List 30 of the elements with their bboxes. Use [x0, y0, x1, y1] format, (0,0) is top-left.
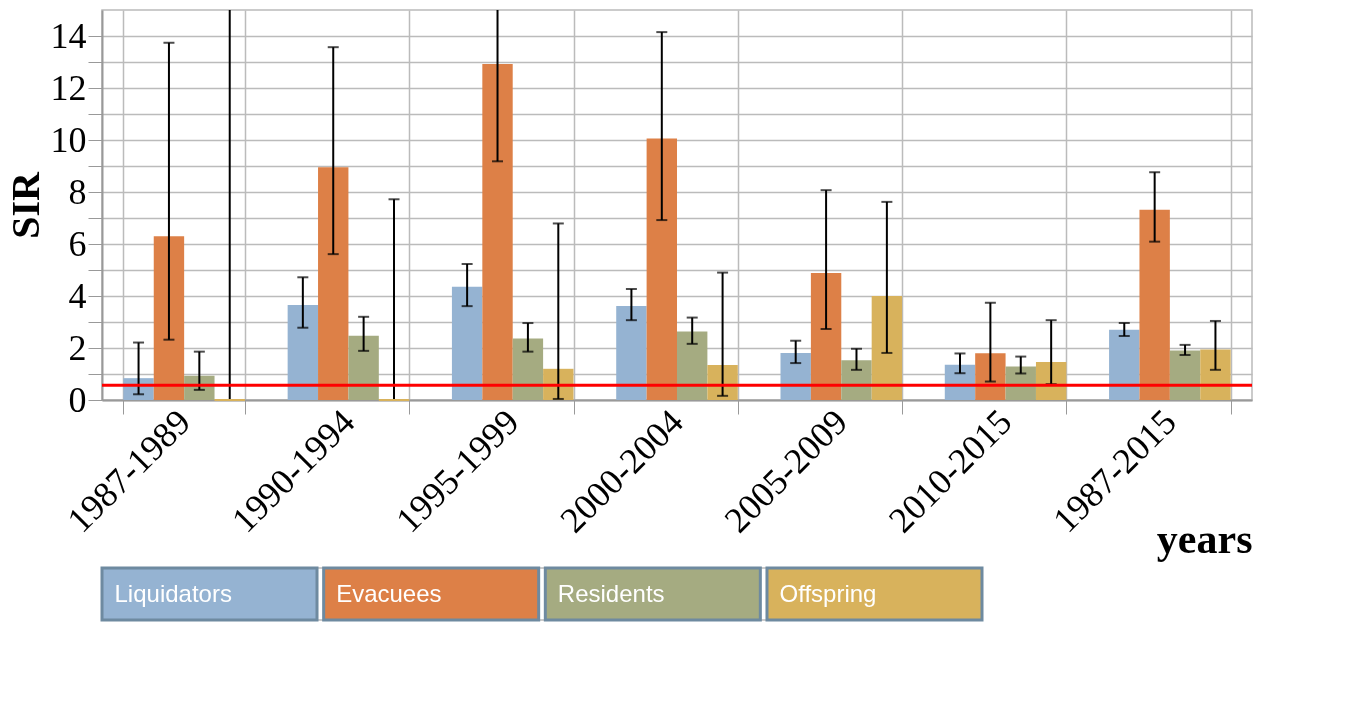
y-tick-label: 0 — [68, 379, 87, 420]
text: Evacuees — [336, 580, 442, 607]
y-tick-label: 10 — [50, 119, 87, 160]
x-axis-title: years — [1156, 515, 1253, 562]
bar — [287, 305, 319, 400]
bar — [1169, 350, 1201, 400]
bar — [677, 331, 708, 400]
bar — [780, 352, 811, 400]
bar — [810, 273, 842, 400]
bar — [871, 296, 903, 400]
bar — [348, 335, 379, 400]
bar — [1109, 329, 1140, 400]
bar — [482, 64, 513, 400]
bar — [1139, 209, 1170, 400]
bar — [451, 286, 483, 400]
y-tick-label: 4 — [68, 275, 87, 316]
y-tick-label: 8 — [68, 171, 87, 212]
bar — [318, 167, 349, 400]
text: Liquidators — [114, 580, 232, 607]
bar — [153, 236, 185, 400]
y-tick-label: 12 — [50, 67, 87, 108]
text: Offspring — [779, 580, 877, 607]
bar — [646, 138, 677, 400]
y-axis-title: SIR — [2, 171, 48, 239]
y-tick-label: 2 — [68, 327, 87, 368]
text: Residents — [557, 580, 665, 607]
y-tick-label: 14 — [50, 15, 87, 56]
y-tick-label: 6 — [68, 223, 87, 264]
bar — [512, 338, 544, 400]
bar — [616, 305, 647, 400]
